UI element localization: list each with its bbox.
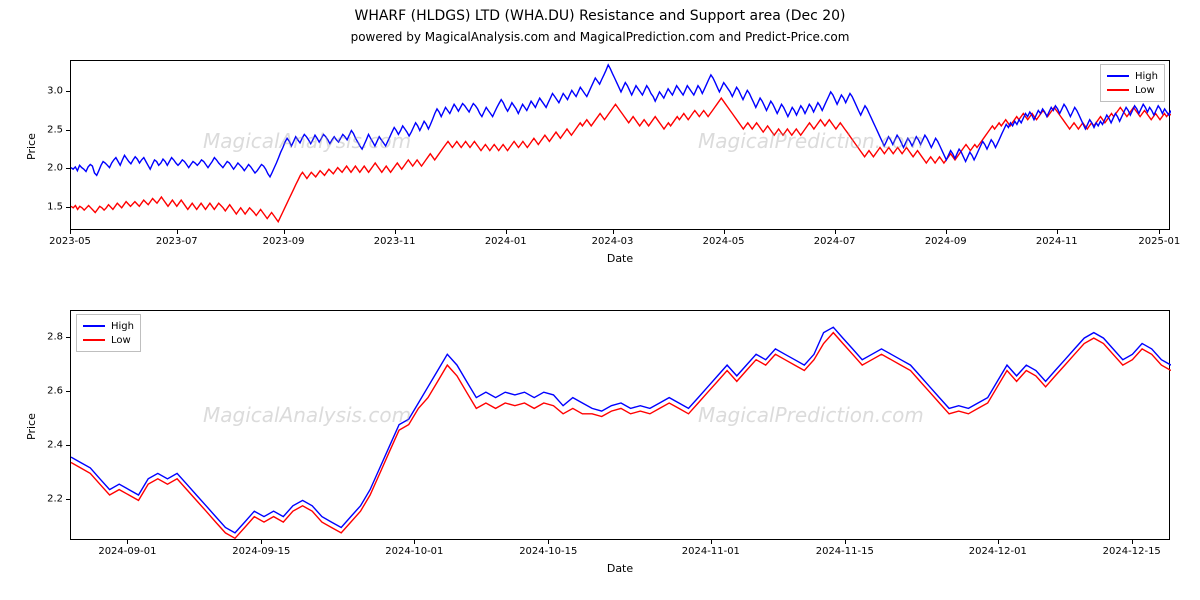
xtick-label: 2023-09 [263,236,305,247]
series-low [71,98,1171,222]
xtick [845,540,846,544]
xtick [711,540,712,544]
series-low [71,333,1171,539]
xtick-label: 2023-05 [49,236,91,247]
legend-label: Low [111,335,131,346]
ytick-label: 2.6 [35,386,63,397]
ytick [66,130,70,131]
xtick [998,540,999,544]
ytick-label: 3.0 [35,85,63,96]
xtick [946,230,947,234]
xtick-label: 2024-09-15 [232,546,290,557]
ytick-label: 2.0 [35,163,63,174]
top-chart-panel: MagicalAnalysis.comMagicalPrediction.com [70,60,1170,230]
ytick [66,168,70,169]
xtick [548,540,549,544]
xtick-label: 2024-12-01 [969,546,1027,557]
ytick-label: 2.2 [35,494,63,505]
legend-swatch [83,325,105,327]
xtick-label: 2025-01 [1138,236,1180,247]
xtick-label: 2024-12-15 [1103,546,1161,557]
xtick-label: 2024-01 [485,236,527,247]
chart-title: WHARF (HLDGS) LTD (WHA.DU) Resistance an… [0,8,1200,24]
ytick-label: 2.5 [35,124,63,135]
legend-label: Low [1135,85,1155,96]
xtick [395,230,396,234]
series-high [71,327,1171,533]
legend-item: High [83,319,134,333]
xtick-label: 2024-05 [703,236,745,247]
xtick [127,540,128,544]
legend-item: Low [1107,83,1158,97]
ytick [66,391,70,392]
xtick-label: 2024-09-01 [98,546,156,557]
xtick [414,540,415,544]
legend-label: High [1135,71,1158,82]
bottom-chart-xlabel: Date [70,562,1170,575]
legend-item: Low [83,333,134,347]
xtick [70,230,71,234]
ytick [66,337,70,338]
ytick-label: 2.8 [35,332,63,343]
ytick-label: 2.4 [35,440,63,451]
ytick [66,91,70,92]
chart-page: { "title": "WHARF (HLDGS) LTD (WHA.DU) R… [0,0,1200,600]
top-chart-legend: High Low [1100,64,1165,102]
legend-label: High [111,321,134,332]
xtick-label: 2024-10-15 [519,546,577,557]
ytick-label: 1.5 [35,201,63,212]
xtick-label: 2024-10-01 [385,546,443,557]
xtick [1159,230,1160,234]
xtick-label: 2024-11 [1036,236,1078,247]
bottom-chart-panel: MagicalAnalysis.comMagicalPrediction.com [70,310,1170,540]
xtick [177,230,178,234]
ytick [66,207,70,208]
xtick [1132,540,1133,544]
xtick [284,230,285,234]
ytick [66,499,70,500]
xtick-label: 2024-11-01 [682,546,740,557]
xtick [1057,230,1058,234]
xtick-label: 2024-07 [814,236,856,247]
xtick [724,230,725,234]
xtick [261,540,262,544]
bottom-chart-ylabel: Price [25,413,38,440]
xtick-label: 2024-03 [592,236,634,247]
legend-swatch [83,339,105,341]
xtick-label: 2024-11-15 [816,546,874,557]
top-chart-xlabel: Date [70,252,1170,265]
top-chart-ylabel: Price [25,133,38,160]
xtick [835,230,836,234]
xtick-label: 2024-09 [925,236,967,247]
xtick [506,230,507,234]
xtick [613,230,614,234]
xtick-label: 2023-11 [374,236,416,247]
ytick [66,445,70,446]
bottom-chart-legend: High Low [76,314,141,352]
xtick-label: 2023-07 [156,236,198,247]
legend-swatch [1107,89,1129,91]
chart-subtitle: powered by MagicalAnalysis.com and Magic… [0,30,1200,44]
legend-item: High [1107,69,1158,83]
legend-swatch [1107,75,1129,77]
